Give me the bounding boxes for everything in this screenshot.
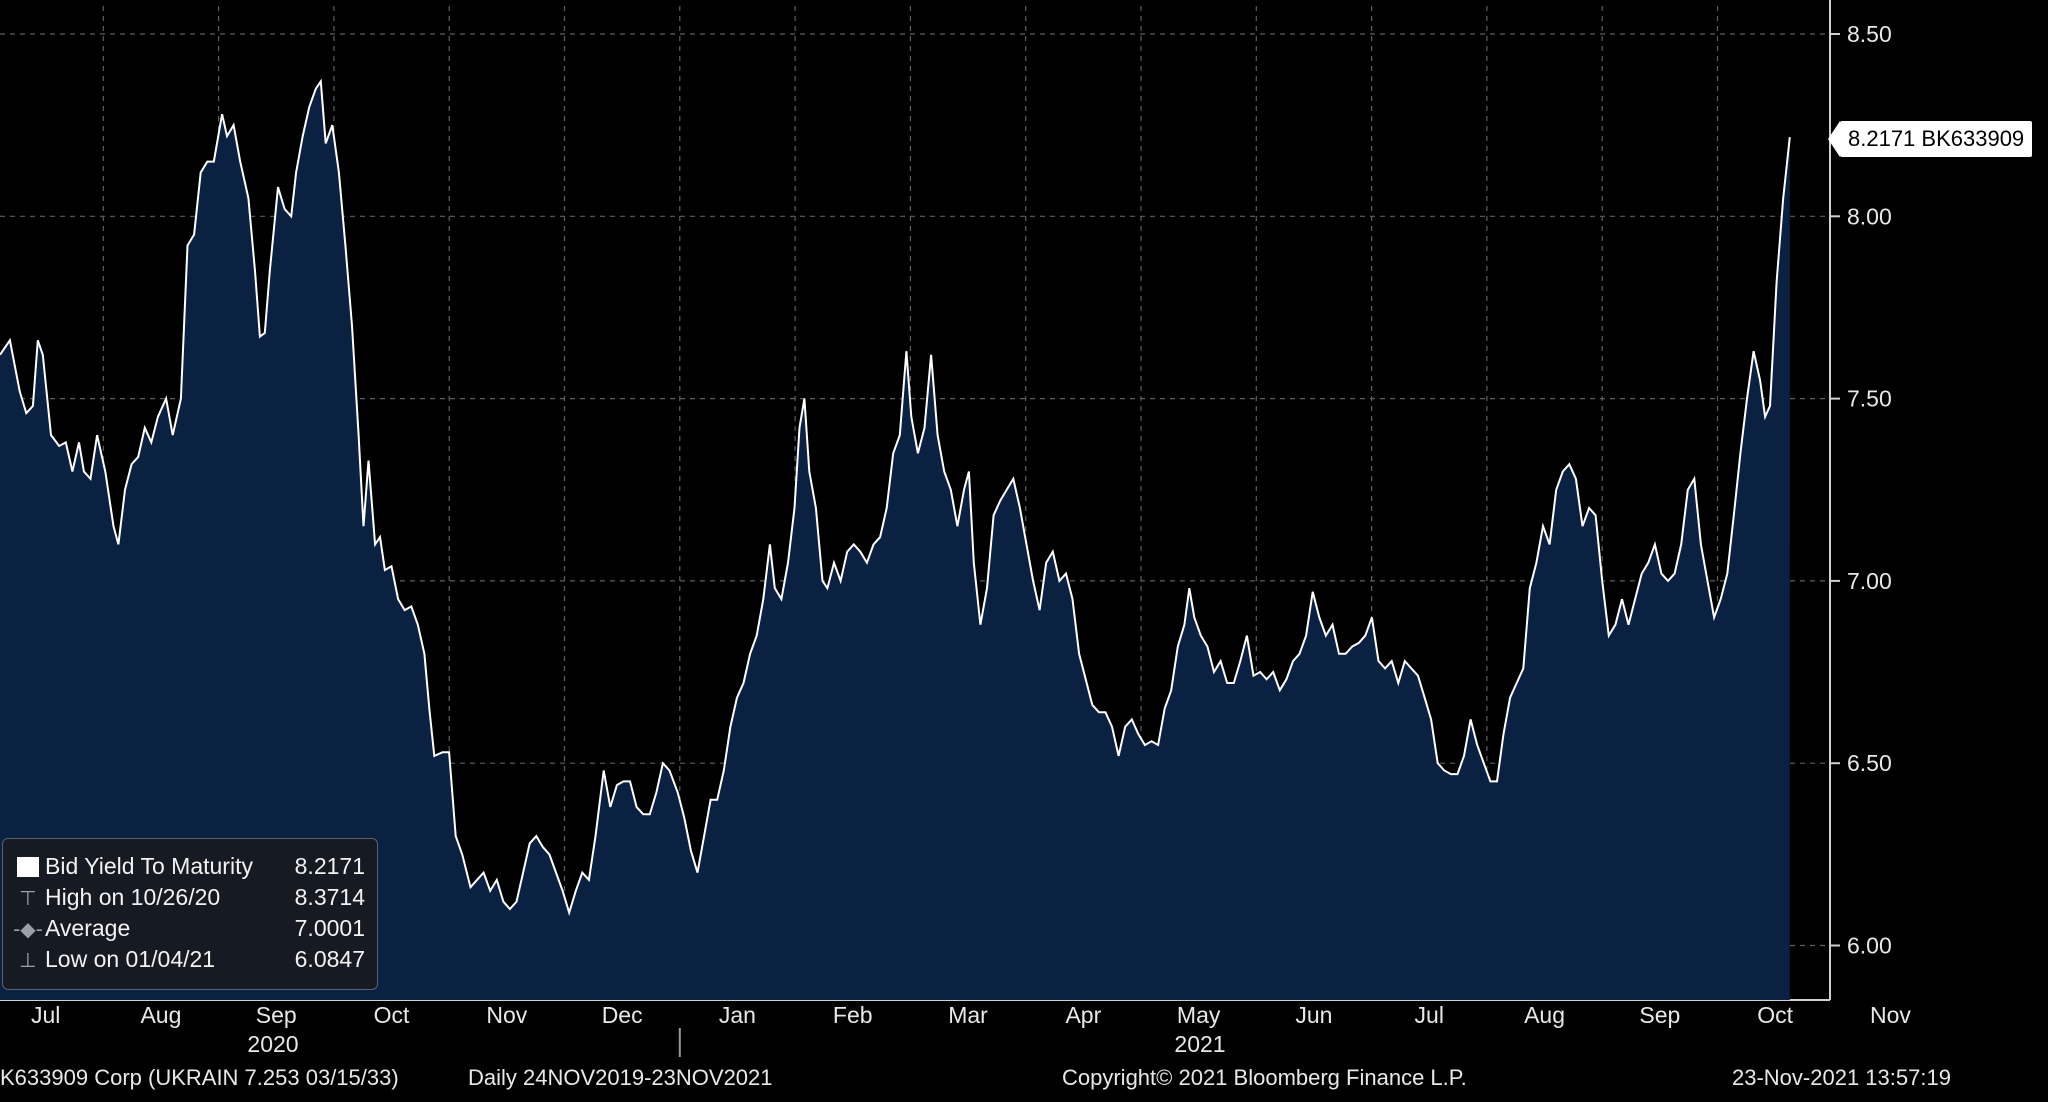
x-month-label: Oct: [1757, 1002, 1793, 1028]
legend-value: 8.3714: [294, 884, 365, 910]
legend-value: 8.2171: [294, 853, 365, 879]
y-tick-label: 8.00: [1847, 203, 1892, 229]
footer-range: Daily 24NOV2019-23NOV2021: [468, 1065, 773, 1090]
x-month-label: Nov: [486, 1002, 527, 1028]
legend-label: Low on 01/04/21: [45, 946, 216, 972]
legend-row-high: ⊤ High on 10/26/20 8.3714: [11, 882, 367, 913]
y-tick-label: 7.00: [1847, 568, 1892, 594]
legend[interactable]: Bid Yield To Maturity 8.2171 ⊤ High on 1…: [2, 838, 378, 990]
x-month-label: Apr: [1065, 1002, 1101, 1028]
legend-value: 6.0847: [294, 946, 365, 972]
average-marker-icon: -◆-: [13, 916, 43, 941]
legend-swatch: [11, 856, 45, 877]
footer-copyright: Copyright© 2021 Bloomberg Finance L.P.: [1062, 1065, 1467, 1090]
x-month-label: Sep: [256, 1002, 297, 1028]
x-month-label: Nov: [1870, 1002, 1911, 1028]
x-month-label: Sep: [1639, 1002, 1680, 1028]
x-month-label: Mar: [948, 1002, 988, 1028]
legend-value: 7.0001: [294, 915, 365, 941]
x-month-label: Jun: [1295, 1002, 1332, 1028]
x-month-label: Oct: [374, 1002, 410, 1028]
footer-security: K633909 Corp (UKRAIN 7.253 03/15/33): [0, 1065, 399, 1090]
y-tick-label: 6.00: [1847, 933, 1892, 959]
legend-label: High on 10/26/20: [45, 884, 221, 910]
legend-row-average: -◆- Average 7.0001: [11, 913, 367, 944]
footer-bar: K633909 Corp (UKRAIN 7.253 03/15/33) Dai…: [0, 1058, 2048, 1097]
year-label: 2021: [1174, 1031, 1225, 1057]
y-tick-label: 7.50: [1847, 386, 1892, 412]
high-marker-icon: ⊤: [19, 885, 37, 910]
series-area: [0, 81, 1790, 1000]
low-marker-icon: ⊥: [19, 947, 37, 972]
x-month-label: Jul: [1415, 1002, 1444, 1028]
legend-label: Bid Yield To Maturity: [45, 853, 253, 879]
footer-timestamp: 23-Nov-2021 13:57:19: [1732, 1065, 1951, 1090]
legend-row-low: ⊥ Low on 01/04/21 6.0847: [11, 944, 367, 975]
x-month-label: Aug: [140, 1002, 181, 1028]
year-label: 2020: [247, 1031, 298, 1057]
x-month-label: Feb: [833, 1002, 873, 1028]
x-month-label: Jul: [31, 1002, 60, 1028]
x-month-label: Dec: [602, 1002, 643, 1028]
series-line: [0, 78, 1791, 917]
x-month-label: May: [1177, 1002, 1221, 1028]
y-tick-label: 8.50: [1847, 21, 1892, 47]
x-month-label: Jan: [719, 1002, 756, 1028]
last-value-tag: 8.2171 BK633909: [1827, 121, 2033, 157]
y-tick-label: 6.50: [1847, 750, 1892, 776]
legend-label: Average: [45, 915, 131, 941]
legend-row-series[interactable]: Bid Yield To Maturity 8.2171: [11, 851, 367, 882]
x-month-label: Aug: [1524, 1002, 1565, 1028]
